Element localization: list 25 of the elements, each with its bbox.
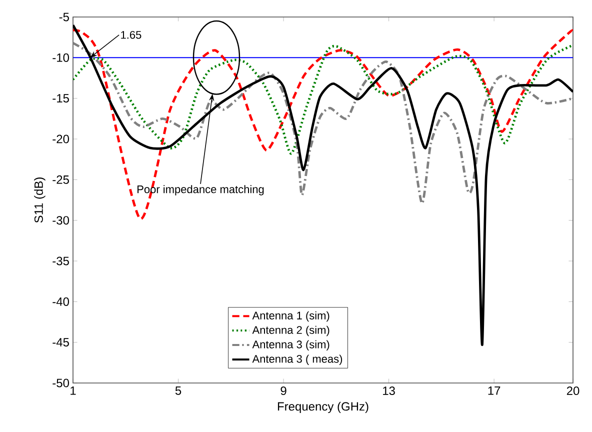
x-tick-label: 1 [70,386,76,395]
legend-label: Antenna 2 (sim) [252,326,330,336]
legend-label: Antenna 3 (sim) [252,340,330,351]
y-tick-label: -30 [52,216,70,225]
y-axis-title: S11 (dB) [34,178,46,223]
legend-label: Antenna 1 (sim) [252,311,330,322]
x-tick-label: 9 [280,386,286,396]
legend-label: Antenna 3 ( meas) [252,354,342,365]
x-axis-title: Frequency (GHz) [278,402,368,414]
x-tick-label: 5 [175,386,182,395]
annotation: Poor impedance matching [138,185,264,196]
y-tick-label: -10 [52,53,70,62]
y-tick-label: -45 [52,338,69,347]
annotation: 1.65 [121,30,142,39]
line-series [73,45,574,155]
y-tick-label: -40 [52,297,70,306]
y-tick-label: -20 [52,134,70,144]
y-tick-label: -50 [52,378,70,388]
y-tick-label: -15 [52,94,69,103]
y-tick-label: -25 [52,175,69,184]
x-tick-label: 17 [488,386,500,395]
x-tick-label: 13 [383,386,395,396]
x-tick-label: 20 [566,386,580,396]
y-tick-label: -35 [52,256,69,266]
y-tick-label: -5 [59,12,69,22]
